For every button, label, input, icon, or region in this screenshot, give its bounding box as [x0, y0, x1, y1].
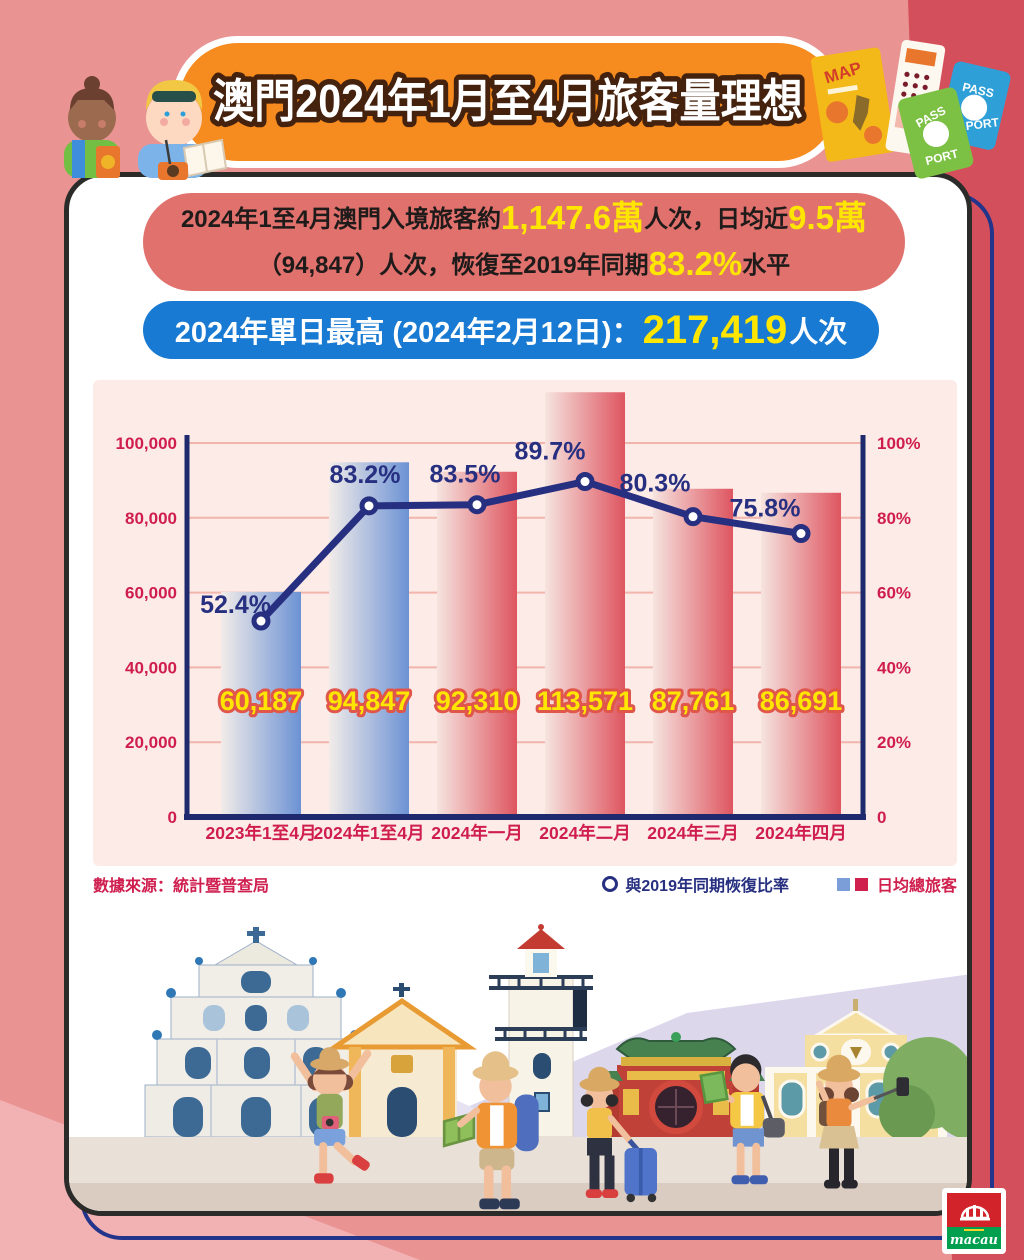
title-banner: 澳門2024年1月至4月旅客量理想 — [172, 36, 844, 168]
svg-text:86,691: 86,691 — [760, 686, 843, 716]
data-source: 數據來源：統計暨普查局 — [93, 878, 270, 895]
summary-box: 2024年1至4月澳門入境旅客約1,147.6萬人次，日均近9.5萬 （94,8… — [143, 193, 905, 291]
svg-text:100,000: 100,000 — [116, 434, 177, 453]
map-tourist-illustration — [699, 1054, 785, 1185]
passport-blue-top-label: PASS — [961, 80, 995, 101]
travel-documents-illustration: MAP PASS PORT PASS PORT — [806, 34, 1020, 187]
jumping-tourist-illustration — [290, 1047, 372, 1184]
svg-text:2024年四月: 2024年四月 — [755, 823, 846, 843]
line-legend-marker-icon — [602, 876, 619, 892]
infographic-card: 2024年1至4月澳門入境旅客約1,147.6萬人次，日均近9.5萬 （94,8… — [64, 172, 972, 1216]
svg-text:52.4%: 52.4% — [200, 591, 271, 619]
svg-text:80,000: 80,000 — [125, 509, 177, 528]
svg-text:20%: 20% — [877, 733, 911, 752]
svg-text:83.2%: 83.2% — [330, 461, 401, 489]
logo-facade-icon — [960, 1205, 990, 1221]
svg-text:2024年1至4月: 2024年1至4月 — [314, 823, 425, 843]
svg-text:40%: 40% — [877, 658, 911, 677]
lighthouse-illustration — [489, 924, 593, 1138]
chart-recovery-line — [251, 472, 811, 631]
svg-text:60%: 60% — [877, 584, 911, 603]
svg-text:2024年二月: 2024年二月 — [539, 823, 630, 843]
map-brochure-illustration: MAP — [810, 47, 896, 162]
svg-text:80.3%: 80.3% — [620, 470, 691, 498]
man-tourist-illustration — [138, 80, 228, 180]
svg-text:0: 0 — [877, 808, 886, 827]
summary-line-2: （94,847）人次，恢復至2019年同期83.2%水平 — [257, 245, 791, 282]
chart-value-labels: 60,187 94,847 92,310 113,571 87,761 86,691 52.… — [200, 438, 845, 719]
passport-green-illustration: PASS PORT — [898, 87, 974, 179]
svg-text:2024年三月: 2024年三月 — [647, 823, 738, 843]
bar-legend-swatch-red-icon — [854, 877, 868, 891]
summary-daily-average: 9.5萬 — [788, 199, 868, 236]
summary-total-visitors: 1,147.6萬 — [501, 199, 645, 236]
peak-day-value: 217,419 — [642, 307, 788, 352]
page-title: 澳門2024年1月至4月旅客量理想 — [213, 75, 803, 127]
ruins-of-st-pauls-illustration — [144, 927, 368, 1138]
bar-legend-label: 日均總旅客 — [876, 878, 957, 895]
bar-series-legend: 日均總旅客 — [836, 872, 957, 896]
chart-tick-labels: 0 20,000 40,000 60,000 80,000 100,000 0 20% 40% 6… — [116, 434, 921, 843]
chapel-illustration — [326, 983, 478, 1137]
svg-text:92,310: 92,310 — [436, 686, 519, 716]
peak-day-unit: 人次 — [789, 317, 848, 349]
summary-recovery-rate: 83.2% — [648, 245, 743, 282]
svg-text:20,000: 20,000 — [125, 733, 177, 752]
backpacker-tourist-illustration — [442, 1051, 539, 1210]
svg-text:60,187: 60,187 — [220, 686, 303, 716]
svg-text:0: 0 — [168, 808, 177, 827]
svg-text:100%: 100% — [877, 434, 920, 453]
svg-text:94,847: 94,847 — [328, 686, 411, 716]
svg-text:40,000: 40,000 — [125, 658, 177, 677]
macau-cityscape-illustration — [69, 903, 967, 1211]
peak-day-label: 2024年單日最高 (2024年2月12日)： — [174, 317, 641, 349]
legend-items: 與2019年同期恢復比率 日均總旅客 — [602, 872, 957, 896]
svg-text:80%: 80% — [877, 509, 911, 528]
bushes-illustration — [879, 1037, 967, 1141]
legend-row: 數據來源：統計暨普查局 與2019年同期恢復比率 日均總旅客 — [93, 869, 957, 899]
logo-wordmark: macau — [950, 1233, 998, 1248]
chart-panel: 0 20,000 40,000 60,000 80,000 100,000 0 20% 40% 6… — [93, 380, 957, 866]
chart-axes — [184, 435, 866, 820]
chart-bars — [221, 392, 841, 817]
line-series-legend: 與2019年同期恢復比率 — [602, 872, 789, 896]
peak-day-box: 2024年單日最高 (2024年2月12日)： 217,419 人次 — [143, 301, 879, 359]
svg-text:87,761: 87,761 — [652, 686, 735, 716]
svg-text:83.5%: 83.5% — [430, 461, 501, 489]
svg-text:2023年1至4月: 2023年1至4月 — [206, 823, 317, 843]
svg-text:113,571: 113,571 — [537, 686, 633, 716]
svg-text:2024年一月: 2024年一月 — [431, 823, 522, 843]
child-tourist-illustration — [64, 76, 120, 178]
svg-text:89.7%: 89.7% — [515, 438, 586, 466]
line-legend-label: 與2019年同期恢復比率 — [625, 878, 789, 895]
tourists-illustration — [34, 44, 244, 185]
summary-line-1: 2024年1至4月澳門入境旅客約1,147.6萬人次，日均近9.5萬 — [180, 199, 868, 236]
suitcase-tourist-illustration — [579, 1066, 657, 1203]
traffic-chart: 0 20,000 40,000 60,000 80,000 100,000 0 20% 40% 6… — [116, 392, 921, 843]
selfie-tourist-illustration — [815, 1054, 909, 1189]
svg-text:75.8%: 75.8% — [730, 495, 801, 523]
macau-tourism-logo: macau — [942, 1188, 1006, 1254]
bar-legend-swatch-blue-icon — [836, 877, 850, 891]
passport-blue-bottom-label: PORT — [965, 115, 1000, 133]
svg-text:60,000: 60,000 — [125, 584, 177, 603]
